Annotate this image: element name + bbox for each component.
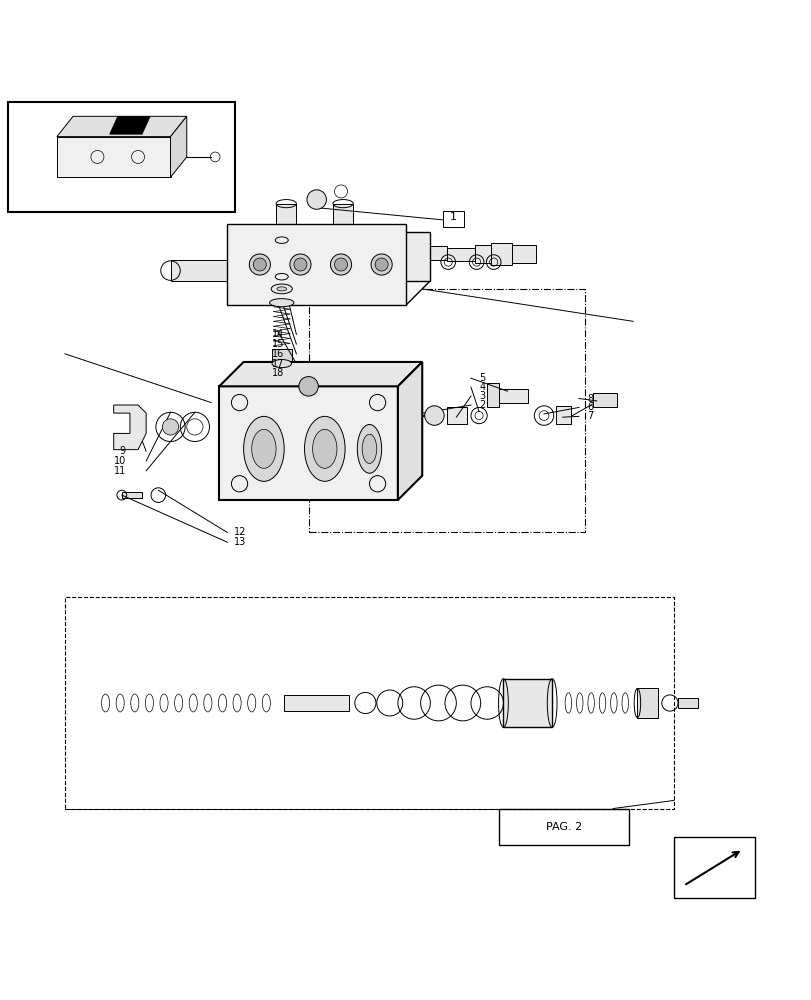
Bar (122, 492, 142, 498)
Bar (503, 679, 551, 727)
Bar (8, 102, 235, 212)
Circle shape (330, 254, 351, 275)
Bar (333, 204, 353, 224)
Text: 14: 14 (272, 329, 284, 339)
Polygon shape (170, 116, 187, 177)
Ellipse shape (251, 429, 276, 468)
Text: 9: 9 (119, 446, 126, 456)
Polygon shape (219, 386, 397, 500)
Bar (414, 246, 446, 260)
Bar (276, 204, 296, 224)
Text: 18: 18 (272, 368, 284, 378)
Circle shape (298, 377, 318, 396)
Bar (592, 393, 616, 407)
Text: 17: 17 (272, 359, 284, 369)
Ellipse shape (269, 299, 294, 307)
Text: 2: 2 (478, 400, 485, 410)
Circle shape (307, 190, 326, 209)
Text: 5: 5 (478, 373, 485, 383)
Circle shape (290, 254, 311, 275)
Bar (170, 260, 227, 281)
Bar (446, 407, 466, 424)
Text: 4: 4 (478, 382, 485, 392)
Circle shape (162, 419, 178, 435)
Circle shape (424, 406, 444, 425)
Bar (491, 243, 511, 265)
Circle shape (249, 254, 270, 275)
Bar (446, 248, 474, 261)
Bar (511, 245, 535, 263)
Polygon shape (227, 281, 430, 305)
Text: 8: 8 (586, 393, 593, 403)
Text: PAG. 2: PAG. 2 (546, 822, 581, 832)
Bar (499, 809, 629, 845)
Bar (677, 698, 697, 708)
Ellipse shape (272, 360, 291, 368)
Polygon shape (219, 362, 422, 386)
Polygon shape (57, 137, 170, 177)
Ellipse shape (362, 434, 376, 463)
Ellipse shape (304, 416, 345, 481)
Bar (272, 349, 291, 364)
Bar (275, 240, 288, 277)
Text: 13: 13 (234, 537, 246, 547)
Polygon shape (114, 405, 146, 450)
Text: 6: 6 (586, 402, 593, 412)
Text: 11: 11 (114, 466, 126, 476)
Text: 15: 15 (272, 339, 284, 349)
Polygon shape (227, 224, 406, 305)
Circle shape (294, 258, 307, 271)
Circle shape (334, 258, 347, 271)
Text: 3: 3 (478, 391, 485, 401)
Polygon shape (251, 232, 430, 281)
Bar (474, 245, 491, 263)
Polygon shape (109, 116, 150, 134)
Bar (556, 406, 570, 424)
Circle shape (375, 258, 388, 271)
Ellipse shape (271, 284, 292, 294)
Bar (442, 211, 463, 227)
Text: 7: 7 (586, 411, 593, 421)
Text: 12: 12 (234, 527, 246, 537)
Ellipse shape (357, 424, 381, 473)
Bar (637, 688, 657, 718)
Text: 1: 1 (449, 212, 456, 222)
Bar (284, 695, 349, 711)
Bar (487, 383, 499, 407)
Bar (673, 837, 754, 898)
Bar (308, 289, 584, 532)
Text: 16: 16 (272, 349, 284, 359)
Ellipse shape (243, 416, 284, 481)
Polygon shape (57, 116, 187, 137)
Circle shape (253, 258, 266, 271)
Bar (65, 597, 673, 809)
Circle shape (371, 254, 392, 275)
Ellipse shape (277, 287, 286, 291)
Text: 10: 10 (114, 456, 126, 466)
Polygon shape (397, 362, 422, 500)
Ellipse shape (312, 429, 337, 468)
Bar (499, 389, 527, 403)
